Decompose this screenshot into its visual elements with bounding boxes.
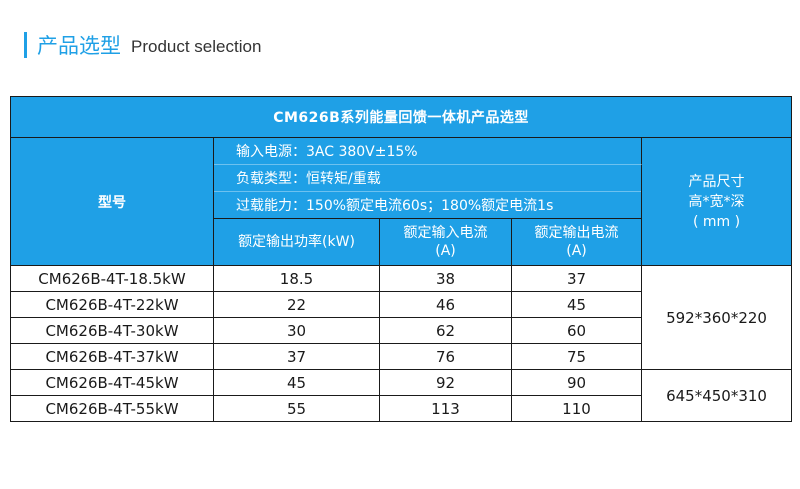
table-row: CM626B-4T-55kW 55 113 110 (10, 395, 792, 422)
size-header-line3: ( mm ) (692, 213, 741, 230)
size-cell: 645*450*310 (640, 369, 793, 422)
input-current-cell: 113 (379, 395, 512, 422)
section-title-zh: 产品选型 (37, 34, 121, 58)
column-header-output-current: 额定输出电流 (A) (511, 218, 642, 266)
column-header-input-current-label: 额定输入电流 (403, 225, 488, 241)
size-header-line1: 产品尺寸 (688, 173, 745, 190)
input-current-cell: 92 (379, 369, 512, 396)
column-header-input-current-unit: (A) (435, 243, 456, 259)
model-cell: CM626B-4T-45kW (10, 369, 214, 396)
model-cell: CM626B-4T-22kW (10, 291, 214, 318)
output-current-cell: 60 (511, 317, 642, 344)
table-row: CM626B-4T-45kW 45 92 90 645*450*310 (10, 369, 793, 422)
output-current-cell: 37 (511, 265, 642, 292)
power-cell: 55 (213, 395, 380, 422)
size-header-line2: 高*宽*深 (688, 193, 745, 210)
input-current-cell: 38 (379, 265, 512, 292)
table-title: CM626B系列能量回馈一体机产品选型 (9, 96, 793, 138)
accent-bar (24, 32, 27, 58)
size-cell: 592*360*220 (640, 265, 793, 370)
input-current-cell: 46 (379, 291, 512, 318)
model-cell: CM626B-4T-55kW (10, 395, 214, 422)
input-current-cell: 76 (379, 343, 512, 370)
model-cell: CM626B-4T-18.5kW (10, 265, 214, 292)
product-selection-table: CM626B系列能量回馈一体机产品选型 型号 输入电源：3AC 380V±15%… (9, 96, 793, 422)
output-current-cell: 45 (511, 291, 642, 318)
power-cell: 37 (213, 343, 380, 370)
column-header-output-current-label: 额定输出电流 (534, 225, 619, 241)
output-current-cell: 90 (511, 369, 642, 396)
table-row: CM626B-4T-18.5kW 18.5 38 37 592*360*220 (10, 265, 793, 370)
table-row: CM626B-4T-30kW 30 62 60 (10, 317, 792, 344)
output-current-cell: 110 (511, 395, 642, 422)
section-header: 产品选型 Product selection (24, 28, 261, 62)
table-row: CM626B-4T-22kW 22 46 45 (10, 291, 792, 318)
power-cell: 30 (213, 317, 380, 344)
power-cell: 45 (213, 369, 380, 396)
input-current-cell: 62 (379, 317, 512, 344)
spec-load-type: 负载类型：恒转矩/重载 (213, 164, 642, 192)
power-cell: 22 (213, 291, 380, 318)
size-header: 产品尺寸 高*宽*深 ( mm ) (640, 137, 793, 266)
table-row: CM626B-4T-37kW 37 76 75 (10, 343, 792, 370)
spec-input-power: 输入电源：3AC 380V±15% (213, 137, 642, 165)
column-header-output-current-unit: (A) (566, 243, 587, 259)
section-title-en: Product selection (131, 37, 262, 56)
model-cell: CM626B-4T-37kW (10, 343, 214, 370)
spec-overload: 过载能力：150%额定电流60s；180%额定电流1s (213, 191, 642, 219)
column-header-power-label: 额定输出功率(kW) (238, 234, 355, 250)
model-cell: CM626B-4T-30kW (10, 317, 214, 344)
model-header: 型号 (10, 137, 214, 266)
power-cell: 18.5 (213, 265, 380, 292)
column-header-input-current: 额定输入电流 (A) (379, 218, 512, 266)
output-current-cell: 75 (511, 343, 642, 370)
column-header-power: 额定输出功率(kW) (213, 218, 380, 266)
